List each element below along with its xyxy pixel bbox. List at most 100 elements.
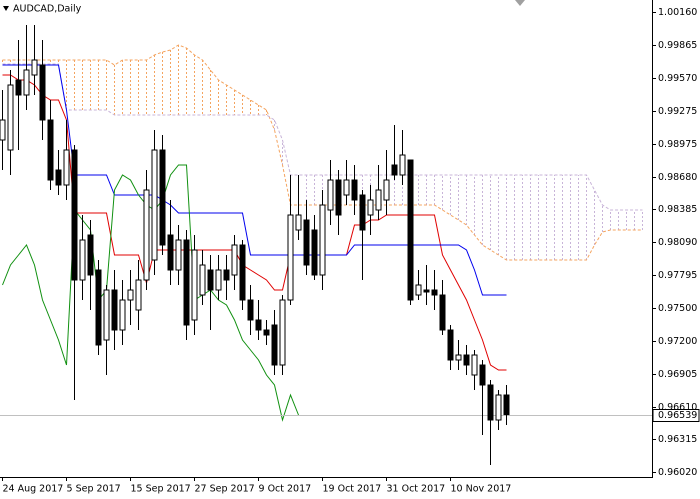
candle-body — [79, 239, 86, 281]
candle-body — [279, 299, 286, 366]
candle-body — [23, 69, 30, 96]
candle-body — [47, 119, 54, 181]
x-tick-label: 27 Sep 2017 — [195, 484, 255, 495]
candle-layer — [0, 25, 510, 465]
y-tick-label: 0.97200 — [658, 336, 697, 347]
candle-body — [87, 234, 94, 276]
candle-body — [63, 149, 70, 186]
candle-body — [15, 79, 22, 96]
span-a-line — [2, 44, 643, 261]
candle-body — [327, 179, 334, 211]
candle-body — [367, 199, 374, 216]
candle-body — [383, 179, 390, 201]
x-tick-label: 9 Oct 2017 — [259, 484, 312, 495]
candle-body — [247, 299, 254, 321]
candle-body — [503, 394, 510, 416]
candle-body — [239, 244, 246, 301]
candle-body — [407, 159, 414, 301]
candle-body — [335, 179, 342, 216]
candle-body — [455, 354, 462, 361]
y-tick-label: 0.96905 — [658, 369, 697, 380]
candle-body — [479, 364, 486, 386]
y-tick-label: 0.96020 — [658, 467, 697, 478]
x-tick-label: 10 Nov 2017 — [451, 484, 512, 495]
span-b-line — [2, 63, 643, 211]
candle-body — [343, 179, 350, 196]
candle-body — [207, 269, 214, 291]
candle-body — [359, 194, 366, 231]
indicator-line — [2, 64, 507, 296]
candle-body — [223, 269, 230, 281]
candle-body — [295, 214, 302, 231]
candle-body — [159, 149, 166, 246]
candle-body — [31, 59, 38, 76]
y-tick-label: 0.97500 — [658, 303, 697, 314]
candle-body — [447, 329, 454, 361]
candle-body — [191, 249, 198, 321]
candle-body — [199, 264, 206, 296]
candle-body — [439, 294, 446, 331]
candle-body — [119, 299, 126, 331]
candle-body — [231, 244, 238, 276]
candle-body — [55, 169, 62, 186]
y-tick-label: 0.96610 — [658, 402, 697, 413]
x-tick-label: 15 Sep 2017 — [131, 484, 191, 495]
y-tick-label: 0.98680 — [658, 172, 697, 183]
candle-body — [215, 269, 222, 291]
candle-body — [271, 324, 278, 366]
indicator-layer — [0, 64, 652, 422]
y-tick-label: 1.00160 — [658, 7, 697, 18]
candle-body — [263, 329, 270, 336]
candle-body — [351, 179, 358, 201]
y-tick-label: 0.98975 — [658, 139, 697, 150]
y-tick-label: 0.97795 — [658, 270, 697, 281]
candle-body — [127, 289, 134, 301]
cloud-layer — [2, 44, 643, 261]
candle-body — [399, 154, 406, 176]
x-tick-label: 31 Oct 2017 — [387, 484, 446, 495]
candle-body — [151, 149, 158, 261]
y-tick-label: 0.99570 — [658, 73, 697, 84]
y-tick-label: 0.99865 — [658, 40, 697, 51]
candle-body — [391, 164, 398, 176]
x-tick-label: 5 Sep 2017 — [67, 484, 121, 495]
candle-body — [0, 119, 6, 141]
last-price-box — [652, 409, 700, 422]
candle-body — [71, 149, 78, 281]
candle-body — [111, 289, 118, 331]
x-tick-label: 19 Oct 2017 — [323, 484, 382, 495]
candle-body — [39, 64, 46, 121]
candle-body — [423, 289, 430, 293]
x-tick-label: 24 Aug 2017 — [3, 484, 64, 495]
candle-body — [287, 214, 294, 301]
candle-body — [143, 189, 150, 281]
candle-body — [167, 234, 174, 271]
chart-shift-marker — [515, 0, 525, 6]
candle-body — [487, 384, 494, 421]
candle-body — [471, 354, 478, 376]
candle-body — [495, 394, 502, 421]
chart-title: AUDCAD,Daily — [13, 4, 82, 15]
symbol-menu-icon[interactable] — [3, 6, 9, 11]
candle-body — [255, 319, 262, 331]
candle-body — [375, 189, 382, 211]
candle-body — [311, 229, 318, 276]
candle-body — [95, 269, 102, 346]
candle-body — [431, 289, 438, 296]
candle-body — [303, 219, 310, 266]
last-price-label: 0.96539 — [658, 410, 697, 421]
indicator-line — [2, 74, 507, 371]
candle-body — [319, 204, 326, 276]
y-tick-label: 0.96315 — [658, 434, 697, 445]
candle-body — [7, 84, 14, 151]
candle-body — [463, 354, 470, 366]
y-tick-label: 0.99275 — [658, 106, 697, 117]
candle-body — [415, 284, 422, 296]
indicator-line — [2, 164, 299, 422]
y-tick-label: 0.98385 — [658, 204, 697, 215]
candle-body — [135, 279, 142, 311]
candle-body — [175, 239, 182, 271]
